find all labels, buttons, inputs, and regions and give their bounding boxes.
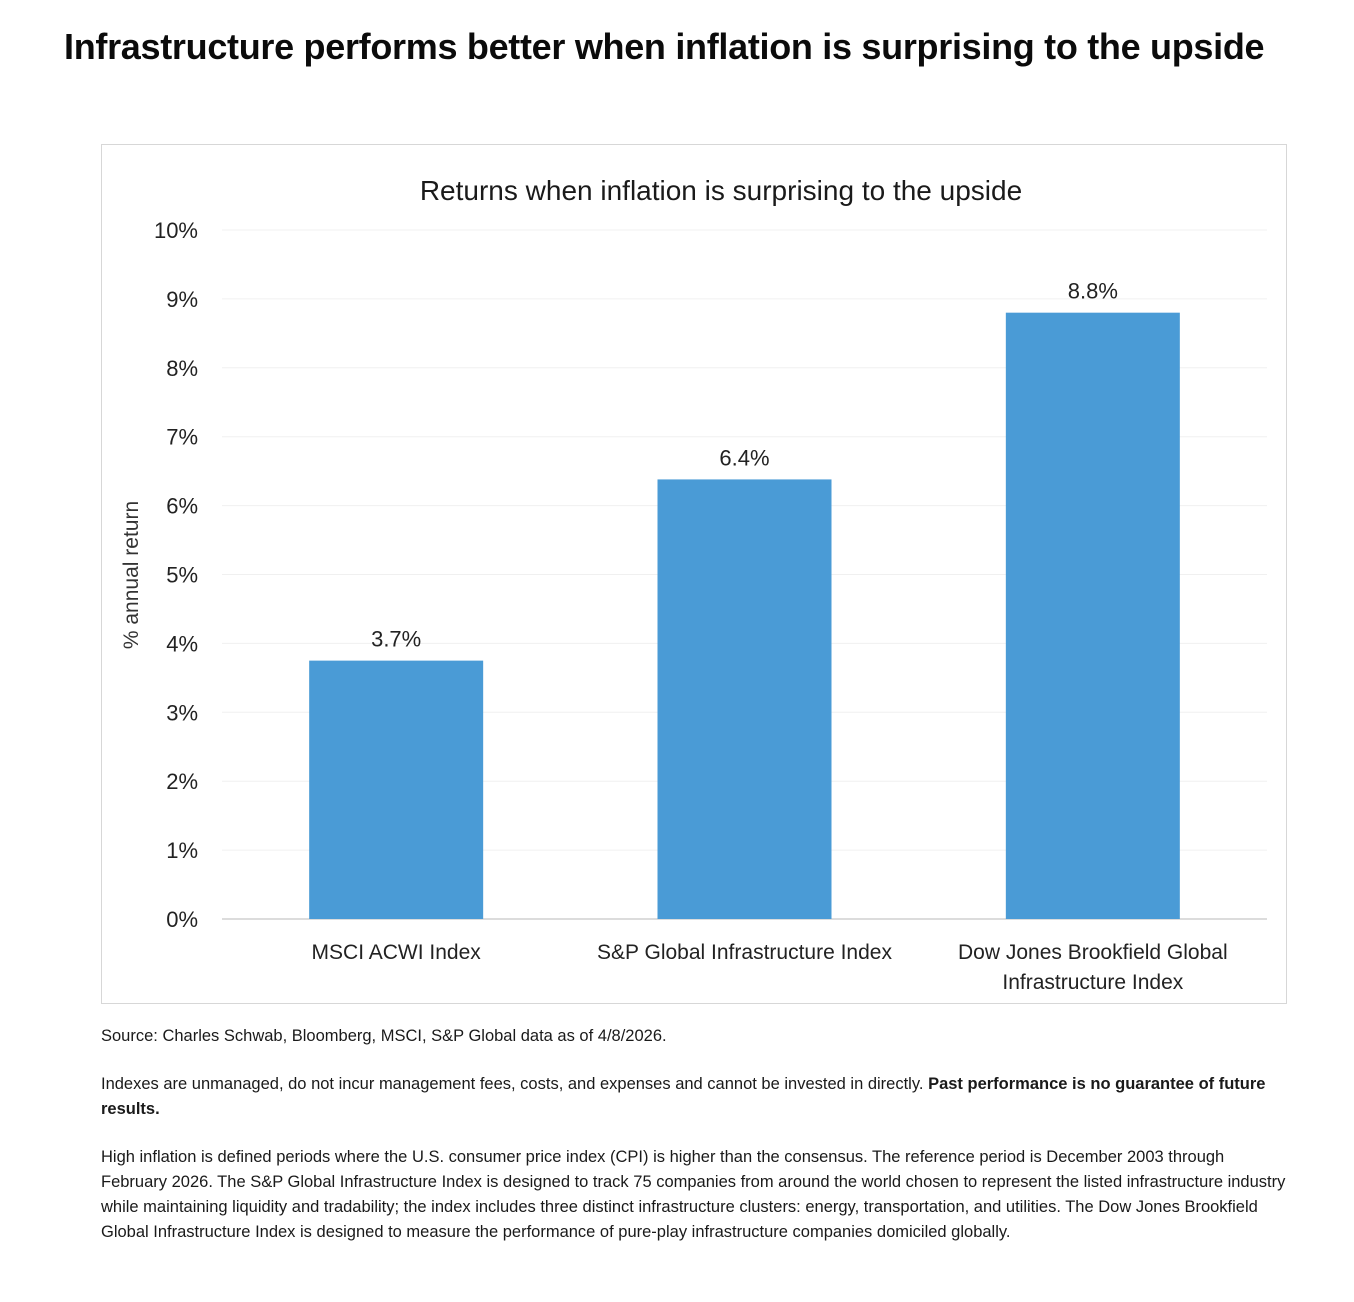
- category-label: Infrastructure Index: [1002, 971, 1183, 994]
- y-tick-label: 4%: [166, 631, 198, 656]
- y-tick-label: 3%: [166, 700, 198, 725]
- y-tick-label: 7%: [166, 425, 198, 450]
- y-tick-label: 1%: [166, 838, 198, 863]
- data-label: 8.8%: [1068, 279, 1118, 304]
- category-label: S&P Global Infrastructure Index: [597, 941, 892, 964]
- y-tick-label: 6%: [166, 494, 198, 519]
- category-label: Dow Jones Brookfield Global: [958, 941, 1228, 964]
- bar-chart: Returns when inflation is surprising to …: [120, 175, 1267, 994]
- disclaimer-note: Indexes are unmanaged, do not incur mana…: [101, 1072, 1291, 1122]
- definition-note: High inflation is defined periods where …: [101, 1148, 1286, 1241]
- y-tick-label: 8%: [166, 356, 198, 381]
- y-tick-label: 2%: [166, 769, 198, 794]
- disclaimer-text: Indexes are unmanaged, do not incur mana…: [101, 1075, 924, 1093]
- data-label: 6.4%: [719, 445, 769, 470]
- y-axis-ticks: 0% 1% 2% 3% 4% 5% 6% 7% 8% 9% 10%: [154, 218, 198, 932]
- y-tick-label: 0%: [166, 907, 198, 932]
- chart-notes: Source: Charles Schwab, Bloomberg, MSCI,…: [101, 1024, 1291, 1268]
- category-label: MSCI ACWI Index: [312, 941, 482, 964]
- y-tick-label: 9%: [166, 287, 198, 312]
- y-tick-label: 5%: [166, 563, 198, 588]
- y-tick-label: 10%: [154, 218, 198, 243]
- data-label: 3.7%: [371, 627, 421, 652]
- past-performance-warning: Past performance is no guarantee of futu…: [101, 1075, 1266, 1118]
- x-axis-categories: MSCI ACWI Index S&P Global Infrastructure…: [312, 941, 1228, 994]
- data-labels: 3.7% 6.4% 8.8%: [371, 279, 1118, 652]
- y-axis-title: % annual return: [120, 501, 143, 649]
- chart-container: Returns when inflation is surprising to …: [101, 144, 1287, 1004]
- bars: [309, 312, 1180, 919]
- bar: [657, 479, 832, 919]
- page-headline: Infrastructure performs better when infl…: [64, 26, 1265, 67]
- bar: [1005, 312, 1180, 919]
- bar: [309, 660, 484, 919]
- chart-title: Returns when inflation is surprising to …: [420, 175, 1022, 206]
- source-note: Source: Charles Schwab, Bloomberg, MSCI,…: [101, 1027, 667, 1045]
